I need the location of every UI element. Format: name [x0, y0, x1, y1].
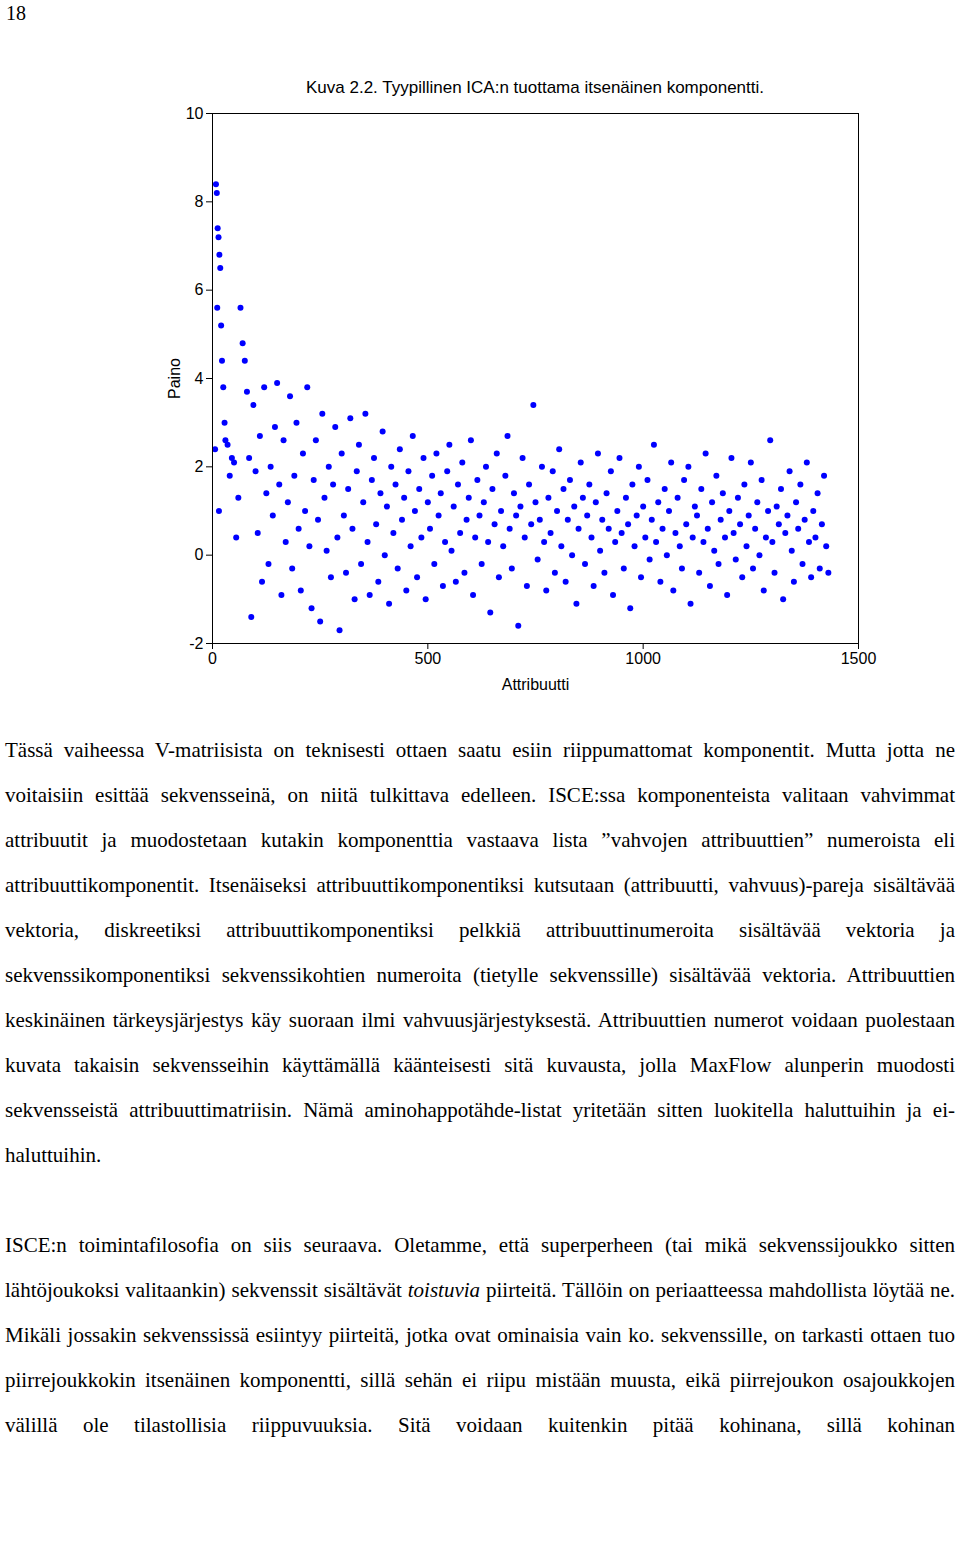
- svg-text:1000: 1000: [625, 650, 661, 667]
- svg-text:10: 10: [186, 105, 204, 122]
- html-text:Tässä vaiheessa V-matriisista: Tässä vaiheessa V-matriisista on teknise…: [5, 738, 955, 1167]
- html-text:18: 18: [6, 2, 26, 24]
- svg-text:-2: -2: [189, 635, 203, 652]
- svg-text:500: 500: [414, 650, 441, 667]
- svg-text:6: 6: [195, 281, 204, 298]
- html-text:ISCE:n toimintafilosofia on si: ISCE:n toimintafilosofia on siis seuraav…: [5, 1233, 955, 1437]
- svg-text:8: 8: [195, 193, 204, 210]
- svg-text:0: 0: [195, 546, 204, 563]
- svg-text:1500: 1500: [841, 650, 877, 667]
- svg-text:Paino: Paino: [166, 358, 183, 399]
- html-text:Kuva 2.2. Tyypillinen ICA:n tu: Kuva 2.2. Tyypillinen ICA:n tuottama its…: [306, 78, 764, 97]
- svg-text:0: 0: [208, 650, 217, 667]
- svg-text:Attribuutti: Attribuutti: [502, 676, 570, 693]
- svg-text:2: 2: [195, 458, 204, 475]
- svg-text:4: 4: [195, 370, 204, 387]
